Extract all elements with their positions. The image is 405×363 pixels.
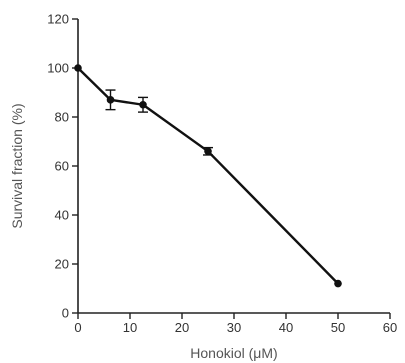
- data-point: [334, 279, 342, 288]
- y-axis-ticks: 0 20 40 60 80 100 120: [47, 12, 78, 321]
- y-tick-label: 80: [55, 110, 69, 125]
- y-axis-label: Survival fraction (%): [9, 103, 25, 228]
- x-tick-label: 20: [175, 320, 189, 335]
- data-point: [204, 147, 212, 156]
- y-tick-label: 40: [55, 208, 69, 223]
- data-point: [106, 96, 115, 104]
- x-tick-label: 10: [123, 320, 137, 335]
- data-point: [139, 100, 147, 109]
- x-tick-label: 60: [383, 320, 397, 335]
- y-tick-label: 0: [62, 306, 69, 321]
- x-tick-label: 40: [279, 320, 293, 335]
- x-axis-label: Honokiol (μM): [190, 345, 277, 361]
- series-line: [77, 67, 339, 285]
- x-axis-ticks: 0 10 20 30 40 50 60: [74, 313, 397, 335]
- data-point: [74, 64, 82, 72]
- x-tick-label: 0: [74, 320, 81, 335]
- y-tick-label: 60: [55, 159, 69, 174]
- y-tick-label: 100: [47, 61, 69, 76]
- x-tick-label: 30: [227, 320, 241, 335]
- x-tick-label: 50: [331, 320, 345, 335]
- y-tick-label: 120: [47, 12, 69, 27]
- plot-area: [74, 64, 342, 288]
- y-tick-label: 20: [55, 257, 69, 272]
